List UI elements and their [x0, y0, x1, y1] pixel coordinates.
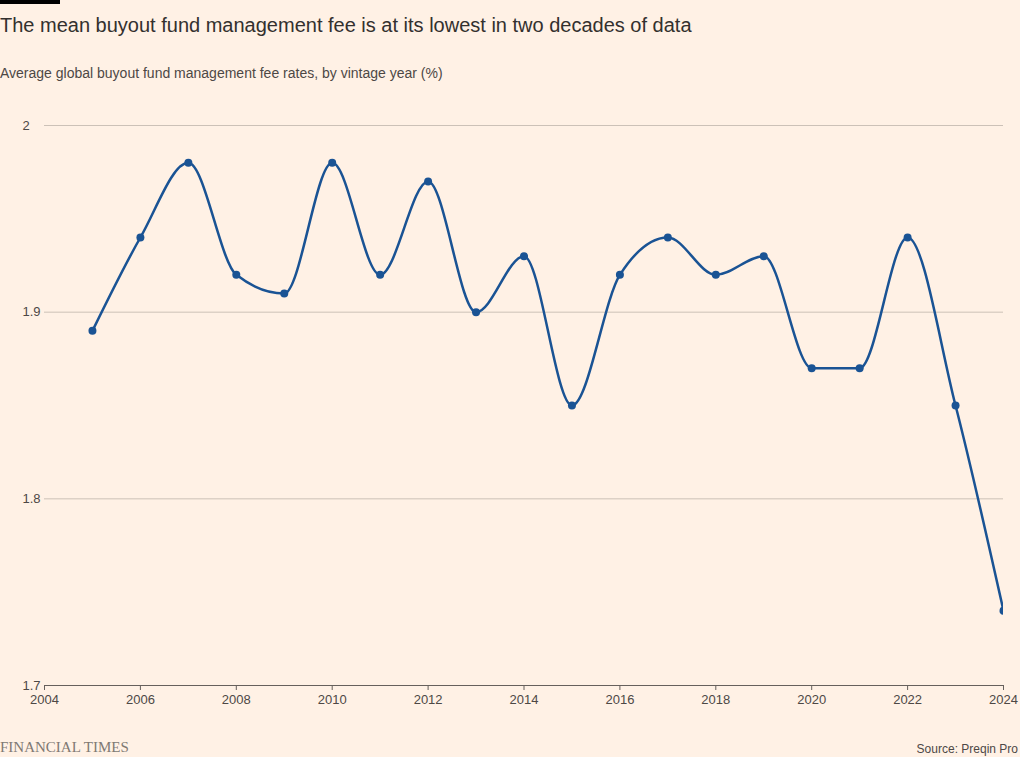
svg-text:2016: 2016	[605, 692, 634, 707]
svg-text:2010: 2010	[318, 692, 347, 707]
svg-text:2004: 2004	[30, 692, 59, 707]
svg-text:1.8: 1.8	[23, 491, 41, 506]
html-text:The mean buyout fund managemen: The mean buyout fund management fee is a…	[0, 14, 692, 36]
svg-text:2022: 2022	[893, 692, 922, 707]
svg-text:2008: 2008	[222, 692, 251, 707]
html-text:FINANCIAL TIMES: FINANCIAL TIMES	[0, 739, 129, 755]
svg-text:1.9: 1.9	[23, 304, 41, 319]
svg-text:2020: 2020	[797, 692, 826, 707]
html-text:Source: Preqin Pro: Source: Preqin Pro	[916, 742, 1018, 756]
svg-text:2024: 2024	[989, 692, 1018, 707]
svg-text:2018: 2018	[701, 692, 730, 707]
svg-text:2: 2	[23, 118, 30, 133]
svg-text:2006: 2006	[126, 692, 155, 707]
svg-text:2014: 2014	[510, 692, 539, 707]
svg-text:2012: 2012	[414, 692, 443, 707]
html-text:Average global buyout fund man: Average global buyout fund management fe…	[0, 65, 443, 81]
svg-text:1.7: 1.7	[23, 678, 41, 693]
